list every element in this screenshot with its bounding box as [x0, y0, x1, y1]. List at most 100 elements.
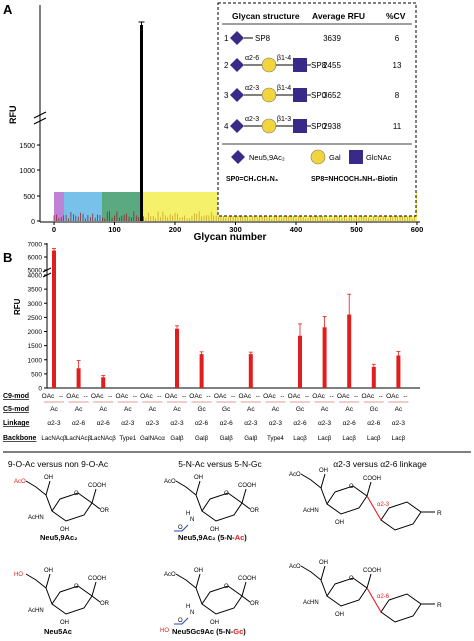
linkage-cell: α2-3 — [146, 420, 160, 427]
c9-cell: -- — [379, 393, 383, 400]
row-label: C5-mod — [3, 406, 29, 413]
row-number: 1 — [224, 34, 229, 43]
b-ytick: 3000 — [28, 301, 43, 308]
b-bar-rect — [347, 314, 352, 388]
gal-circle-icon — [261, 87, 277, 103]
b-bar-rect — [175, 328, 179, 388]
c9-label: AcO — [289, 472, 301, 478]
glycan-table-box — [217, 2, 417, 217]
c9-cell: -- — [83, 393, 87, 400]
c5-cell: Ac — [149, 406, 157, 413]
oh-ring-label: OH — [335, 520, 344, 526]
c9-cell: OAc — [337, 393, 350, 400]
table-header-structure: Glycan structure — [232, 11, 300, 21]
row-label: C9-mod — [3, 393, 29, 400]
glcnac-square-icon — [293, 88, 307, 102]
glcnac-square-icon — [293, 119, 307, 133]
c5-cell: Gc — [197, 406, 206, 413]
c5-cell: Gc — [370, 406, 379, 413]
b-bar — [52, 248, 56, 388]
row-spacer: SP0 — [311, 122, 327, 131]
linkage-cell: α2-6 — [343, 420, 357, 427]
b-bar-rect — [76, 368, 81, 388]
backbone-cell: Lacβ — [342, 435, 356, 442]
gal-circle-icon — [261, 57, 277, 73]
o-label: O — [178, 525, 183, 531]
b-ytick: 1500 — [28, 343, 43, 350]
a-xtick: 100 — [108, 225, 121, 234]
c9-cell: OAc — [361, 393, 374, 400]
spacer-sp0: SP0=CH₂CH₂N₃ — [226, 176, 278, 183]
gal-circle-icon — [310, 149, 326, 165]
link-label: β1-4 — [277, 55, 291, 62]
c9-label: AcO — [14, 479, 26, 485]
backbone-cell: LacNAcβ — [66, 435, 92, 442]
c5-cell: Ac — [173, 406, 181, 413]
row-rfu: 3652 — [323, 91, 341, 100]
r-label: R — [437, 602, 442, 609]
b-ytick: 5000 — [28, 268, 43, 275]
c9-label: AcO — [289, 564, 301, 570]
sialic-acid-structure: OH COOH AcO AcHN OH O — [289, 468, 381, 526]
linkage-cell: α2-6 — [220, 420, 234, 427]
c9-cell: -- — [59, 393, 63, 400]
c9-cell: OAc — [214, 393, 227, 400]
c5-cell: Gc — [296, 406, 305, 413]
caption-neu5gc9ac-ngc: Neu5Gc9Ac (5-N-Gc) — [172, 627, 246, 636]
c9-cell: -- — [403, 393, 407, 400]
achn-label: AcHN — [28, 608, 44, 614]
linkage-cell: α2-3 — [47, 420, 61, 427]
linkage-label: α2-6 — [377, 594, 390, 600]
row-cv: 6 — [395, 34, 400, 43]
b-bar-rect — [371, 366, 376, 388]
linkage-label: α2-3 — [377, 502, 390, 508]
panel-a-label: A — [3, 2, 13, 17]
c9-cell: -- — [108, 393, 112, 400]
or-label: OR — [100, 601, 110, 607]
c9-cell: OAc — [42, 393, 55, 400]
c5-cell: Ac — [124, 406, 132, 413]
acyl-group — [174, 524, 189, 532]
ho-label: HO — [160, 628, 169, 634]
c9-cell: OAc — [238, 393, 251, 400]
linkage-cell: α2-3 — [269, 420, 283, 427]
link-label: β1-3 — [277, 116, 291, 123]
b-bar-rect — [396, 355, 401, 388]
b-bar-rect — [322, 327, 327, 388]
c9-cell: -- — [182, 393, 186, 400]
row-spacer: SP0 — [311, 91, 327, 100]
c9-cell: OAc — [189, 393, 202, 400]
linkage-cell: α2-6 — [293, 420, 307, 427]
panel-a-ylabel: RFU — [8, 106, 18, 125]
c9-cell: OAc — [312, 393, 325, 400]
oh-ring-label: OH — [60, 620, 69, 626]
b-ytick: 2500 — [28, 315, 43, 322]
b-ytick: 7000 — [28, 242, 43, 249]
b-ytick: 3500 — [28, 287, 43, 294]
o-label: O — [178, 618, 183, 624]
c9-cell: -- — [231, 393, 235, 400]
cooh-label: COOH — [363, 568, 381, 574]
linkage-cell: α2-6 — [367, 420, 381, 427]
backbone-cell: Galβ — [244, 435, 258, 442]
c9-label: HO — [14, 572, 23, 578]
c9-cell: -- — [157, 393, 161, 400]
oh-label: OH — [44, 568, 53, 574]
backbone-cell: GalNAcα — [140, 435, 165, 442]
legend-gal: Gal — [329, 153, 341, 162]
link-label: α2-3 — [245, 116, 259, 123]
c9-label: AcO — [164, 479, 176, 485]
a-xtick: 400 — [290, 225, 303, 234]
b-bar-rect — [101, 377, 106, 388]
title-5nac: 5-N-Ac versus 5-N-Gc — [178, 459, 262, 469]
glycosidic-bond — [366, 495, 382, 521]
panel-b-label: B — [3, 250, 12, 265]
link-label: α2-3 — [245, 85, 259, 92]
b-bar — [101, 375, 106, 388]
linkage-cell: α2-6 — [97, 420, 111, 427]
n-label: N — [190, 517, 194, 523]
oh-ring-label: OH — [60, 527, 69, 533]
c9-cell: -- — [329, 393, 333, 400]
